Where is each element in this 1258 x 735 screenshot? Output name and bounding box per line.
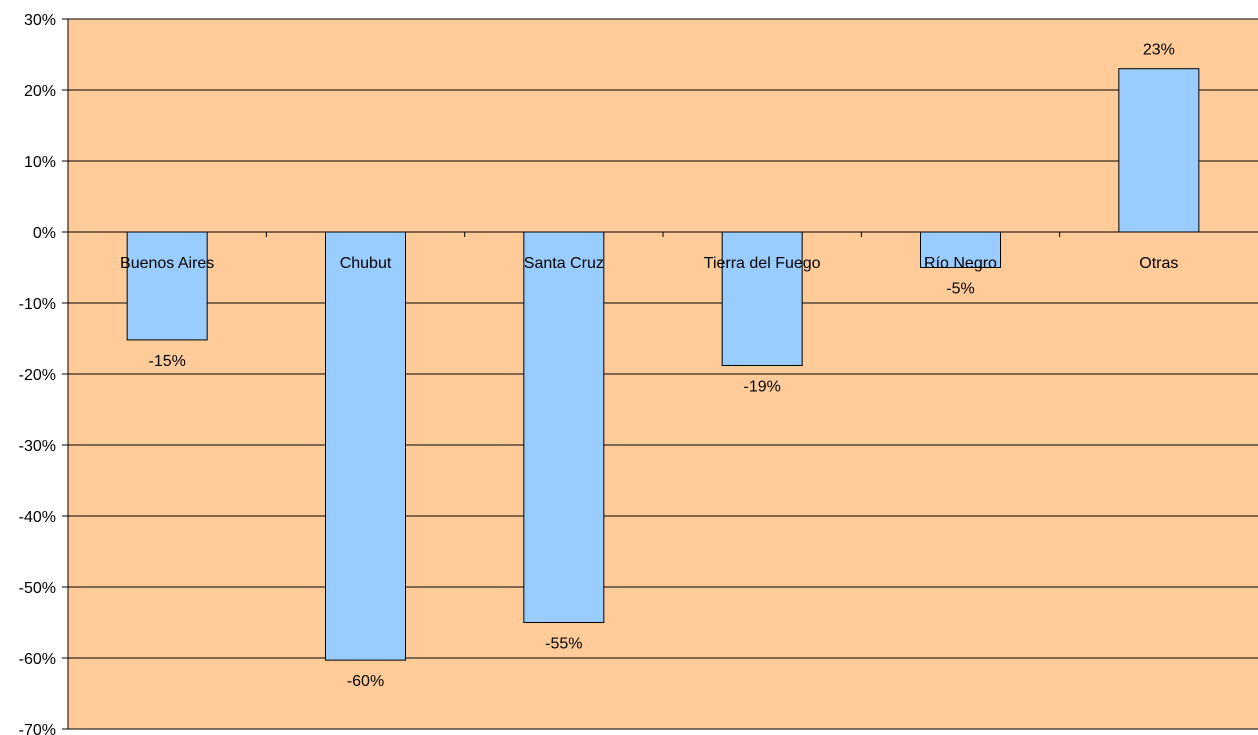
y-tick-label: 0%: [33, 225, 56, 242]
bars: [126, 68, 1200, 661]
data-label: 23%: [1143, 42, 1175, 59]
y-tick-label: 10%: [24, 154, 56, 171]
category-label: Tierra del Fuego: [704, 255, 821, 272]
category-label: Santa Cruz: [524, 255, 604, 272]
y-tick-label: -30%: [19, 438, 56, 455]
y-tick-label: 30%: [24, 12, 56, 29]
data-label: -19%: [743, 378, 780, 395]
category-label: Río Negro: [924, 255, 997, 272]
data-label: -60%: [347, 673, 384, 690]
data-label: -5%: [946, 281, 974, 298]
category-labels: Buenos Aires Chubut Santa Cruz Tierra del F…: [120, 255, 1178, 272]
y-tick-label: -50%: [19, 580, 56, 597]
y-axis-ticks: 30% 20% 10% 0% -10% -20% -30% -40% -50% -60% -70%: [19, 12, 56, 735]
y-tick-label: -10%: [19, 296, 56, 313]
y-tick-label: -60%: [19, 651, 56, 668]
data-labels: -15% -60% -55% -19% -5% 23%: [148, 42, 1174, 690]
data-label: -55%: [545, 636, 582, 653]
bar-tierra-del-fuego: [721, 231, 803, 366]
bar-chubut: [325, 231, 406, 661]
y-tick-label: -40%: [19, 509, 56, 526]
y-tick-label: 20%: [24, 83, 56, 100]
category-label: Chubut: [340, 255, 392, 272]
y-tick-label: -20%: [19, 367, 56, 384]
axes: [62, 18, 1061, 730]
bar-otras: [1118, 68, 1200, 233]
bar-r-o-negro: [920, 231, 1001, 268]
category-label: Buenos Aires: [120, 255, 214, 272]
gridlines: [68, 18, 1258, 730]
bar-santa-cruz: [523, 231, 605, 623]
data-label: -15%: [148, 353, 185, 370]
category-label: Otras: [1139, 255, 1178, 272]
y-tick-label: -70%: [19, 722, 56, 735]
bar-buenos-aires: [126, 231, 208, 341]
